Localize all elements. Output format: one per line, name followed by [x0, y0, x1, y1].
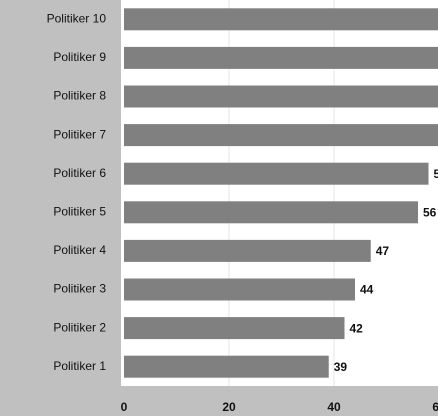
value-label: 56 [423, 205, 437, 219]
y-tick-label: Politiker 4 [53, 243, 106, 257]
bar [124, 124, 438, 147]
bar [124, 239, 371, 262]
bar [124, 85, 438, 108]
bar [124, 278, 355, 301]
value-label: 44 [360, 283, 374, 297]
value-label: 42 [350, 321, 364, 335]
y-tick-label: Politiker 5 [53, 204, 106, 218]
bar [124, 8, 438, 31]
x-tick-label: 40 [327, 400, 341, 414]
y-tick-label: Politiker 3 [53, 282, 106, 296]
y-tick-label: Politiker 8 [53, 89, 106, 103]
value-label: 39 [334, 360, 348, 374]
y-tick-label: Politiker 7 [53, 127, 106, 141]
y-tick-label: Politiker 10 [47, 11, 107, 25]
y-tick-label: Politiker 9 [53, 50, 106, 64]
x-tick-label: 20 [222, 400, 236, 414]
bar [124, 317, 345, 340]
bar [124, 46, 438, 69]
bar [124, 355, 329, 378]
y-tick-label: Politiker 2 [53, 320, 106, 334]
value-label: 58 [434, 167, 438, 181]
value-label: 47 [376, 244, 390, 258]
bar [124, 162, 429, 185]
y-tick-label: Politiker 1 [53, 359, 106, 373]
bar [124, 201, 418, 224]
x-tick-label: 0 [121, 400, 128, 414]
x-tick-label: 60 [432, 400, 438, 414]
y-tick-label: Politiker 6 [53, 166, 106, 180]
